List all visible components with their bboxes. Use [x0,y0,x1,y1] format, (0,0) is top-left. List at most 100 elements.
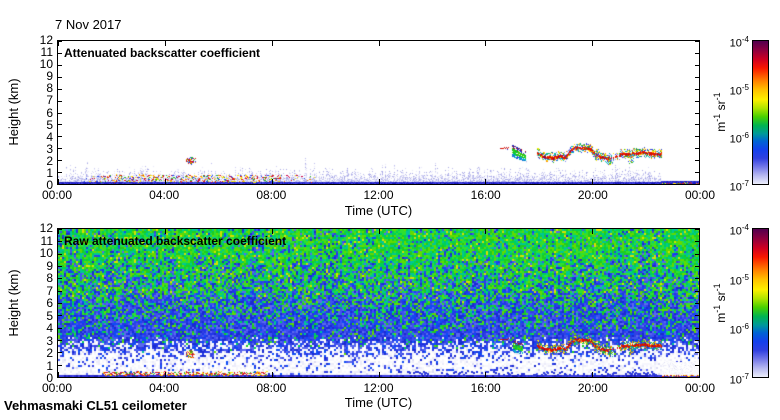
x-axis-label-top: Time (UTC) [344,203,413,218]
x-tick-label: 00:00 [41,188,73,202]
tick-mark [592,179,593,184]
panel-title-attenuated: Attenuated backscatter coefficient [64,46,261,60]
x-tick-label: 16:00 [470,188,501,202]
tick-mark [379,229,380,234]
colorbar-tick-label: 10-7 [729,179,749,194]
tick-mark [695,148,699,149]
tick-mark [695,136,699,137]
tick-mark [58,41,62,42]
x-tick-label: 00:00 [684,381,716,395]
y-tick-label: 12 [39,33,53,47]
tick-mark [165,41,166,46]
tick-mark [485,372,486,377]
tick-mark [58,113,62,114]
tick-mark [695,328,699,329]
colorbar-tick-label: 10-6 [729,131,749,146]
panel-title-raw: Raw attenuated backscatter coefficient [64,234,287,248]
y-tick-label: 7 [46,283,53,298]
tick-mark [695,340,699,341]
tick-mark [58,172,62,173]
x-tick-label: 12:00 [363,188,394,202]
x-tick-label: 08:00 [256,381,287,395]
y-tick-label: 7 [46,93,53,108]
y-tick-label: 6 [46,296,53,310]
instrument-label: Vehmasmaki CL51 ceilometer [4,398,187,413]
tick-mark [58,266,62,267]
y-tick-label: 1 [46,358,53,373]
x-tick-label: 20:00 [577,381,608,395]
y-tick-label: 1 [46,165,53,180]
tick-mark [58,254,62,255]
colorbar-tick-label: 10-4 [729,35,749,50]
tick-mark [58,372,59,377]
y-tick-label: 3 [46,333,53,348]
y-tick-label: 11 [40,45,53,60]
tick-mark [58,179,59,184]
tick-mark [485,179,486,184]
colorbar-gradient-bottom [753,229,768,377]
tick-mark [695,254,699,255]
raw-backscatter-panel: Raw attenuated backscatter coefficient [57,228,700,378]
y-tick-label: 12 [39,221,53,235]
colorbar-tick-label: 10-5 [729,83,749,98]
tick-mark [695,365,699,366]
x-tick-label: 00:00 [684,188,716,202]
tick-mark [58,136,62,137]
tick-mark [58,377,62,378]
tick-mark [58,101,62,102]
y-tick-label: 4 [46,321,53,335]
tick-mark [272,41,273,46]
tick-mark [695,352,699,353]
x-tick-label: 08:00 [256,188,287,202]
y-tick-label: 2 [46,346,53,360]
colorbar-tick-label: 10-7 [729,372,749,387]
tick-mark [58,77,62,78]
tick-mark [695,124,699,125]
y-tick-label: 2 [46,153,53,168]
tick-mark [699,372,700,377]
tick-mark [695,291,699,292]
y-tick-label: 9 [46,69,53,84]
x-tick-label: 00:00 [41,381,73,395]
colorbar-gradient-top [753,41,768,184]
tick-mark [592,229,593,234]
date-label: 7 Nov 2017 [55,17,122,32]
x-tick-label: 04:00 [149,381,180,395]
tick-mark [58,41,59,46]
tick-mark [699,179,700,184]
y-tick-label: 0 [46,178,53,192]
x-tick-label: 04:00 [149,188,180,202]
tick-mark [695,278,699,279]
y-axis-label-top: Height (km) [6,78,21,146]
colorbar-top [752,40,769,185]
x-tick-label: 12:00 [363,381,394,395]
tick-mark [592,41,593,46]
tick-mark [58,241,62,242]
tick-mark [165,229,166,234]
tick-mark [58,315,62,316]
tick-mark [695,113,699,114]
colorbar-tick-label: 10-4 [729,223,749,238]
tick-mark [165,179,166,184]
raw-backscatter-heatmap [58,229,699,377]
tick-mark [695,303,699,304]
tick-mark [58,160,62,161]
tick-mark [58,184,62,185]
attenuated-backscatter-panel: Attenuated backscatter coefficient [57,40,700,185]
tick-mark [165,372,166,377]
tick-mark [379,179,380,184]
tick-mark [58,124,62,125]
tick-mark [695,266,699,267]
tick-mark [58,65,62,66]
tick-mark [58,340,62,341]
tick-mark [695,89,699,90]
tick-mark [58,148,62,149]
tick-mark [272,229,273,234]
y-tick-label: 9 [46,258,53,273]
x-tick-label: 20:00 [577,188,608,202]
tick-mark [695,315,699,316]
tick-mark [695,241,699,242]
tick-mark [272,372,273,377]
y-tick-label: 10 [39,57,53,72]
tick-mark [272,179,273,184]
